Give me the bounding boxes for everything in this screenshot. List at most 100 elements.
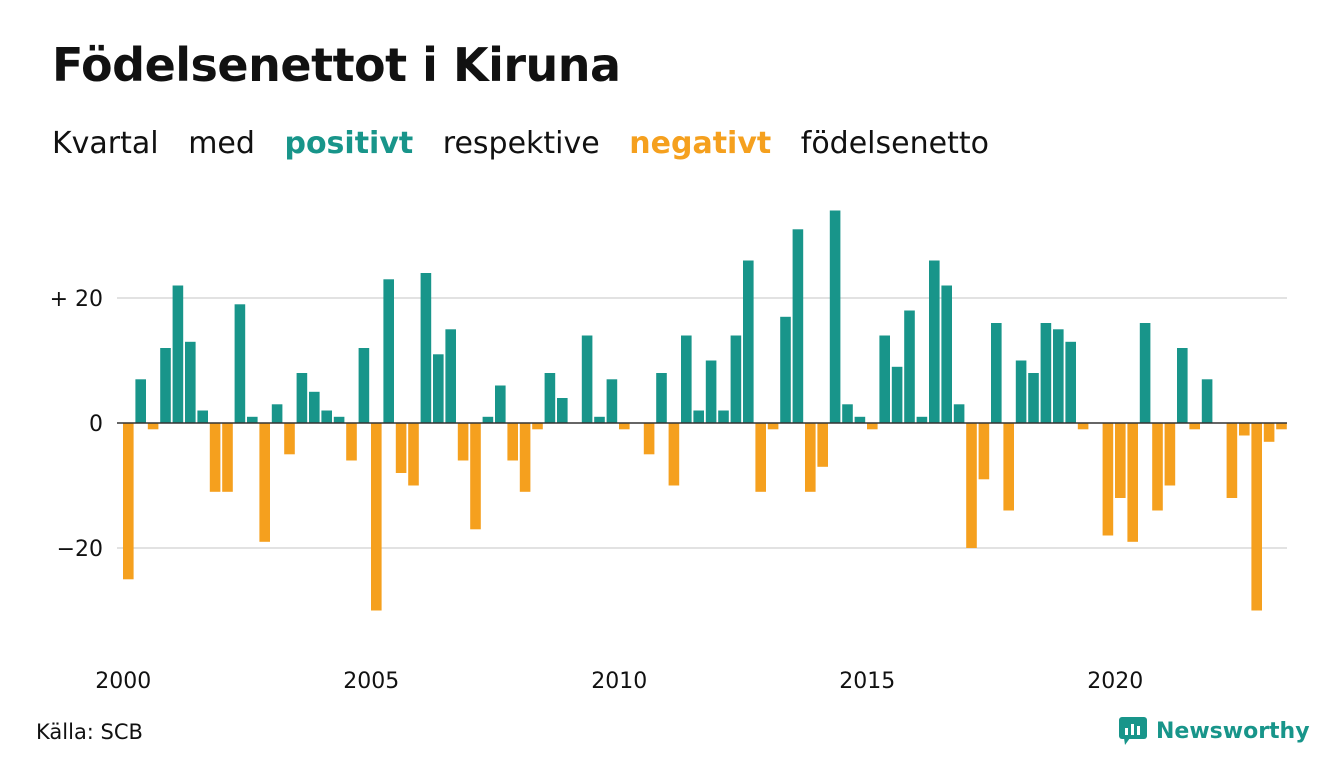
bar-positive [135,379,146,424]
bar-positive [296,373,308,423]
bar-negative [1189,423,1200,430]
bar-positive [1201,379,1213,424]
bar-positive [185,341,196,424]
x-axis-labels: 2000 2005 2010 2015 2020 [95,669,1143,694]
bar-negative [1003,423,1014,511]
bars [123,210,1287,611]
bar-positive [718,410,729,423]
bar-positive [705,360,717,423]
newsworthy-logo-icon [1118,716,1148,746]
bar-negative [259,423,270,542]
bar-positive [1040,323,1052,423]
bar-negative [507,423,518,461]
bar-negative [532,423,543,430]
bar-negative [1077,423,1089,430]
bar-positive [916,416,928,424]
bar-positive [271,404,283,424]
bar-positive [693,410,704,423]
bar-negative [978,423,990,480]
bar-positive [247,416,258,424]
bar-positive [842,404,853,424]
bar-negative [767,423,779,430]
bar-negative [1164,423,1176,486]
bar-positive [581,335,593,423]
bar-positive [594,416,605,424]
subtitle-word-respektive: respektive [442,126,600,161]
bar-positive [730,335,742,423]
bar-negative [395,423,407,473]
bar-negative [805,423,816,492]
bar-negative [346,423,357,461]
bar-positive [445,329,456,424]
bar-positive [929,260,940,423]
subtitle-word-fodelsenetto: födelsenetto [800,126,989,161]
bar-negative [1263,423,1275,442]
subtitle-negative-label: negativt [629,126,772,161]
bar-positive [557,398,568,423]
bar-positive [1053,329,1064,424]
bar-positive [606,379,618,424]
bar-positive [544,373,556,423]
bar-negative [1226,423,1238,498]
bar-positive [197,410,208,423]
bar-positive [1028,373,1039,423]
newsworthy-logo: Newsworthy [1118,714,1310,748]
subtitle-word-med: med [188,126,255,161]
bar-negative [867,423,878,430]
bar-negative [147,423,159,430]
bar-negative [209,423,221,492]
chart-title: Födelsenettot i Kiruna [52,38,621,92]
bar-negative [371,423,382,611]
bar-negative [755,423,766,492]
bar-positive [234,304,246,424]
bar-negative [668,423,680,486]
bar-positive [743,260,754,423]
bar-positive [495,385,506,423]
bar-positive [358,348,370,423]
bar-positive [681,335,692,423]
bar-positive [433,354,444,424]
bar-negative [408,423,419,486]
bar-positive [829,210,841,423]
bar-negative [1239,423,1250,436]
source-note: Källa: SCB [36,720,143,744]
y-tick-label: −20 [57,537,103,562]
bar-negative [519,423,531,492]
bar-positive [879,335,890,423]
bar-negative [1276,423,1287,430]
bar-negative [817,423,828,467]
bar-positive [656,373,667,423]
bar-negative [470,423,481,530]
bar-positive [1139,323,1151,423]
gridlines [117,297,1287,549]
bar-negative [284,423,295,455]
bar-positive [780,316,791,424]
bar-positive [482,416,494,424]
x-tick-label: 2010 [591,669,647,694]
x-tick-label: 2015 [839,669,895,694]
bar-positive [333,416,345,424]
bar-negative [619,423,630,430]
chart-subtitle: Kvartal med positivt respektive negativt… [52,126,1009,161]
bar-negative [1127,423,1138,542]
bar-negative [966,423,977,548]
bar-positive [321,410,332,423]
subtitle-positive-label: positivt [284,126,414,161]
bar-positive [420,273,432,423]
bar-negative [643,423,655,455]
y-axis-labels: + 20 0 −20 [50,287,103,562]
bar-positive [941,285,952,423]
bar-positive [1015,360,1027,423]
bar-negative [123,423,134,580]
bar-negative [457,423,469,461]
bar-negative [222,423,233,492]
bar-positive [383,279,394,424]
bar-positive [792,229,804,424]
bar-positive [891,366,903,424]
bar-negative [1102,423,1114,536]
bar-positive [172,285,184,423]
bar-negative [1251,423,1262,611]
bar-positive [991,323,1002,423]
bar-positive [309,391,320,424]
bar-positive [1177,348,1188,423]
